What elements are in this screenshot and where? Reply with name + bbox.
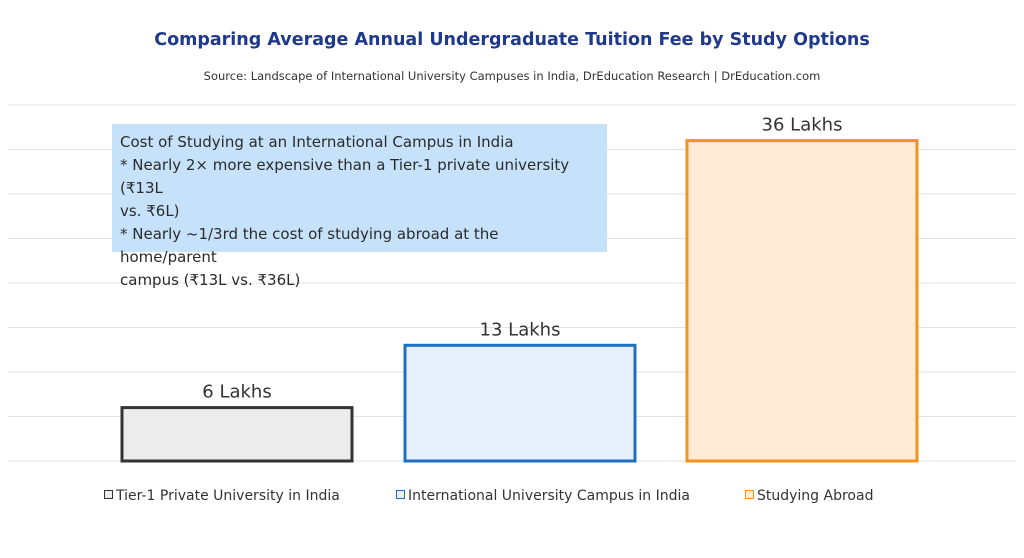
legend-item-international: International University Campus in India (396, 488, 690, 504)
data-label-1: 6 Lakhs (202, 382, 271, 403)
legend: Tier-1 Private University in India Inter… (0, 488, 1024, 510)
legend-label: International University Campus in India (408, 488, 690, 504)
legend-label: Tier-1 Private University in India (116, 488, 340, 504)
bar-1 (120, 406, 354, 463)
legend-swatch-abroad (745, 490, 754, 499)
annotation-line: * Nearly ~1/3rd the cost of studying abr… (120, 225, 499, 266)
annotation-box: Cost of Studying at an International Cam… (112, 124, 607, 289)
bar-3 (685, 139, 919, 463)
legend-swatch-international (396, 490, 405, 499)
legend-item-tier1: Tier-1 Private University in India (104, 488, 340, 504)
chart-title: Comparing Average Annual Undergraduate T… (154, 30, 870, 50)
legend-item-abroad: Studying Abroad (745, 488, 873, 504)
chart-subtitle: Source: Landscape of International Unive… (203, 69, 821, 83)
legend-swatch-tier1 (104, 490, 113, 499)
data-label-3: 36 Lakhs (762, 115, 843, 136)
annotation-line: * Nearly 2× more expensive than a Tier-1… (120, 156, 570, 197)
chart-plot: 6 Lakhs 13 Lakhs 36 Lakhs (8, 104, 1016, 463)
legend-label: Studying Abroad (757, 488, 874, 504)
data-label-2: 13 Lakhs (480, 319, 561, 340)
annotation-line: campus (₹13L vs. ₹36L) (120, 271, 301, 289)
bar-2 (403, 343, 637, 463)
annotation-line: Cost of Studying at an International Cam… (120, 133, 514, 151)
annotation-line: vs. ₹6L) (120, 202, 180, 220)
